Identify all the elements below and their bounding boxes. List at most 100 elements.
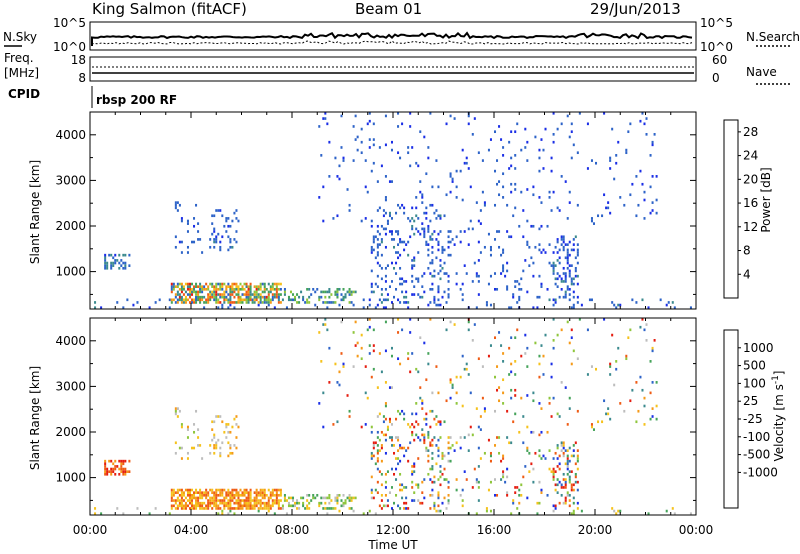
- power-cell: [285, 306, 288, 309]
- power-cell: [520, 190, 523, 194]
- power-cell: [342, 287, 345, 291]
- velocity-cell: [528, 470, 531, 473]
- power-cell: [479, 251, 482, 254]
- velocity-cell: [605, 412, 608, 416]
- power-cell: [467, 167, 470, 170]
- velocity-cell: [247, 507, 250, 510]
- power-cell: [380, 287, 383, 291]
- velocity-cell: [564, 386, 567, 389]
- velocity-cell: [215, 493, 218, 497]
- power-cell: [328, 290, 331, 294]
- velocity-cell: [320, 360, 323, 363]
- power-cell: [637, 203, 640, 207]
- power-cell: [673, 306, 676, 309]
- power-cell: [439, 259, 442, 262]
- velocity-cell: [370, 425, 373, 429]
- velocity-cell: [211, 501, 214, 505]
- velocity-cell: [197, 501, 200, 505]
- power-ytick-label: 1000: [55, 265, 86, 279]
- power-cell: [498, 180, 501, 183]
- velocity-cell: [269, 496, 272, 500]
- velocity-cell: [326, 496, 329, 500]
- power-cell: [176, 201, 179, 204]
- velocity-cell: [170, 496, 173, 500]
- velocity-cell: [382, 420, 385, 424]
- power-cell: [441, 248, 444, 252]
- velocity-cell: [580, 509, 583, 513]
- velocity-cell: [395, 493, 398, 497]
- velocity-cell: [249, 507, 252, 510]
- velocity-cell: [554, 488, 557, 492]
- velocity-cell: [538, 501, 541, 505]
- power-cell: [221, 287, 224, 291]
- power-cell: [411, 146, 414, 149]
- velocity-cell: [556, 444, 559, 447]
- power-cell: [635, 301, 638, 304]
- velocity-cell: [322, 391, 325, 395]
- power-cell: [407, 306, 410, 309]
- velocity-cell: [540, 344, 543, 347]
- velocity-cell: [372, 446, 375, 450]
- velocity-cell: [188, 496, 191, 500]
- velocity-cell: [180, 504, 183, 508]
- power-cell: [255, 295, 258, 299]
- power-cell: [338, 164, 341, 168]
- power-cell: [267, 298, 270, 302]
- velocity-cell: [217, 507, 220, 510]
- power-cell: [651, 209, 654, 212]
- power-cell: [378, 146, 381, 149]
- nave-tick-top: 60: [712, 53, 727, 67]
- power-cell: [439, 230, 442, 233]
- power-cell: [201, 287, 204, 291]
- power-cell: [209, 238, 212, 241]
- power-cell: [271, 282, 274, 286]
- velocity-cell: [219, 501, 222, 505]
- velocity-cell: [237, 501, 240, 505]
- power-cell: [378, 206, 381, 210]
- power-colorbar-label: 28: [743, 125, 758, 139]
- velocity-cell: [259, 488, 262, 492]
- velocity-cell: [564, 496, 567, 500]
- velocity-cell: [552, 457, 555, 460]
- power-cell: [350, 301, 353, 304]
- power-cell: [239, 287, 242, 291]
- velocity-cell: [423, 341, 426, 345]
- power-cell: [229, 285, 232, 288]
- velocity-cell: [526, 446, 529, 450]
- power-cell: [399, 266, 402, 270]
- power-cell: [415, 214, 418, 218]
- velocity-cell: [556, 333, 559, 337]
- velocity-cell: [429, 493, 432, 497]
- freq-panel-frame: [89, 56, 697, 82]
- power-cell: [118, 261, 121, 265]
- power-cell: [227, 248, 230, 252]
- velocity-cell: [219, 493, 222, 497]
- power-cell: [372, 138, 375, 141]
- velocity-cell: [380, 483, 383, 487]
- power-cell: [324, 301, 327, 304]
- power-cell: [346, 188, 349, 191]
- power-cell: [449, 175, 452, 178]
- power-cell: [332, 301, 335, 304]
- velocity-cell: [413, 425, 416, 429]
- power-cell: [352, 303, 355, 307]
- velocity-cell: [498, 331, 501, 334]
- power-cell: [407, 253, 410, 257]
- power-cell: [174, 206, 177, 210]
- velocity-cell: [568, 504, 571, 508]
- power-cell: [384, 211, 387, 215]
- power-cell: [435, 217, 438, 220]
- velocity-colorbar-label: Velocity [m s-1]: [771, 371, 786, 462]
- power-cell: [199, 282, 202, 286]
- velocity-cell: [431, 451, 434, 455]
- power-cell: [223, 293, 226, 296]
- power-cell: [522, 209, 525, 212]
- velocity-cell: [390, 444, 393, 447]
- power-cell: [403, 301, 406, 304]
- velocity-cell: [322, 323, 325, 326]
- power-cell: [197, 293, 200, 296]
- power-cell: [388, 214, 391, 218]
- velocity-cell: [376, 459, 379, 463]
- velocity-cell: [193, 496, 196, 500]
- velocity-cell: [411, 430, 414, 434]
